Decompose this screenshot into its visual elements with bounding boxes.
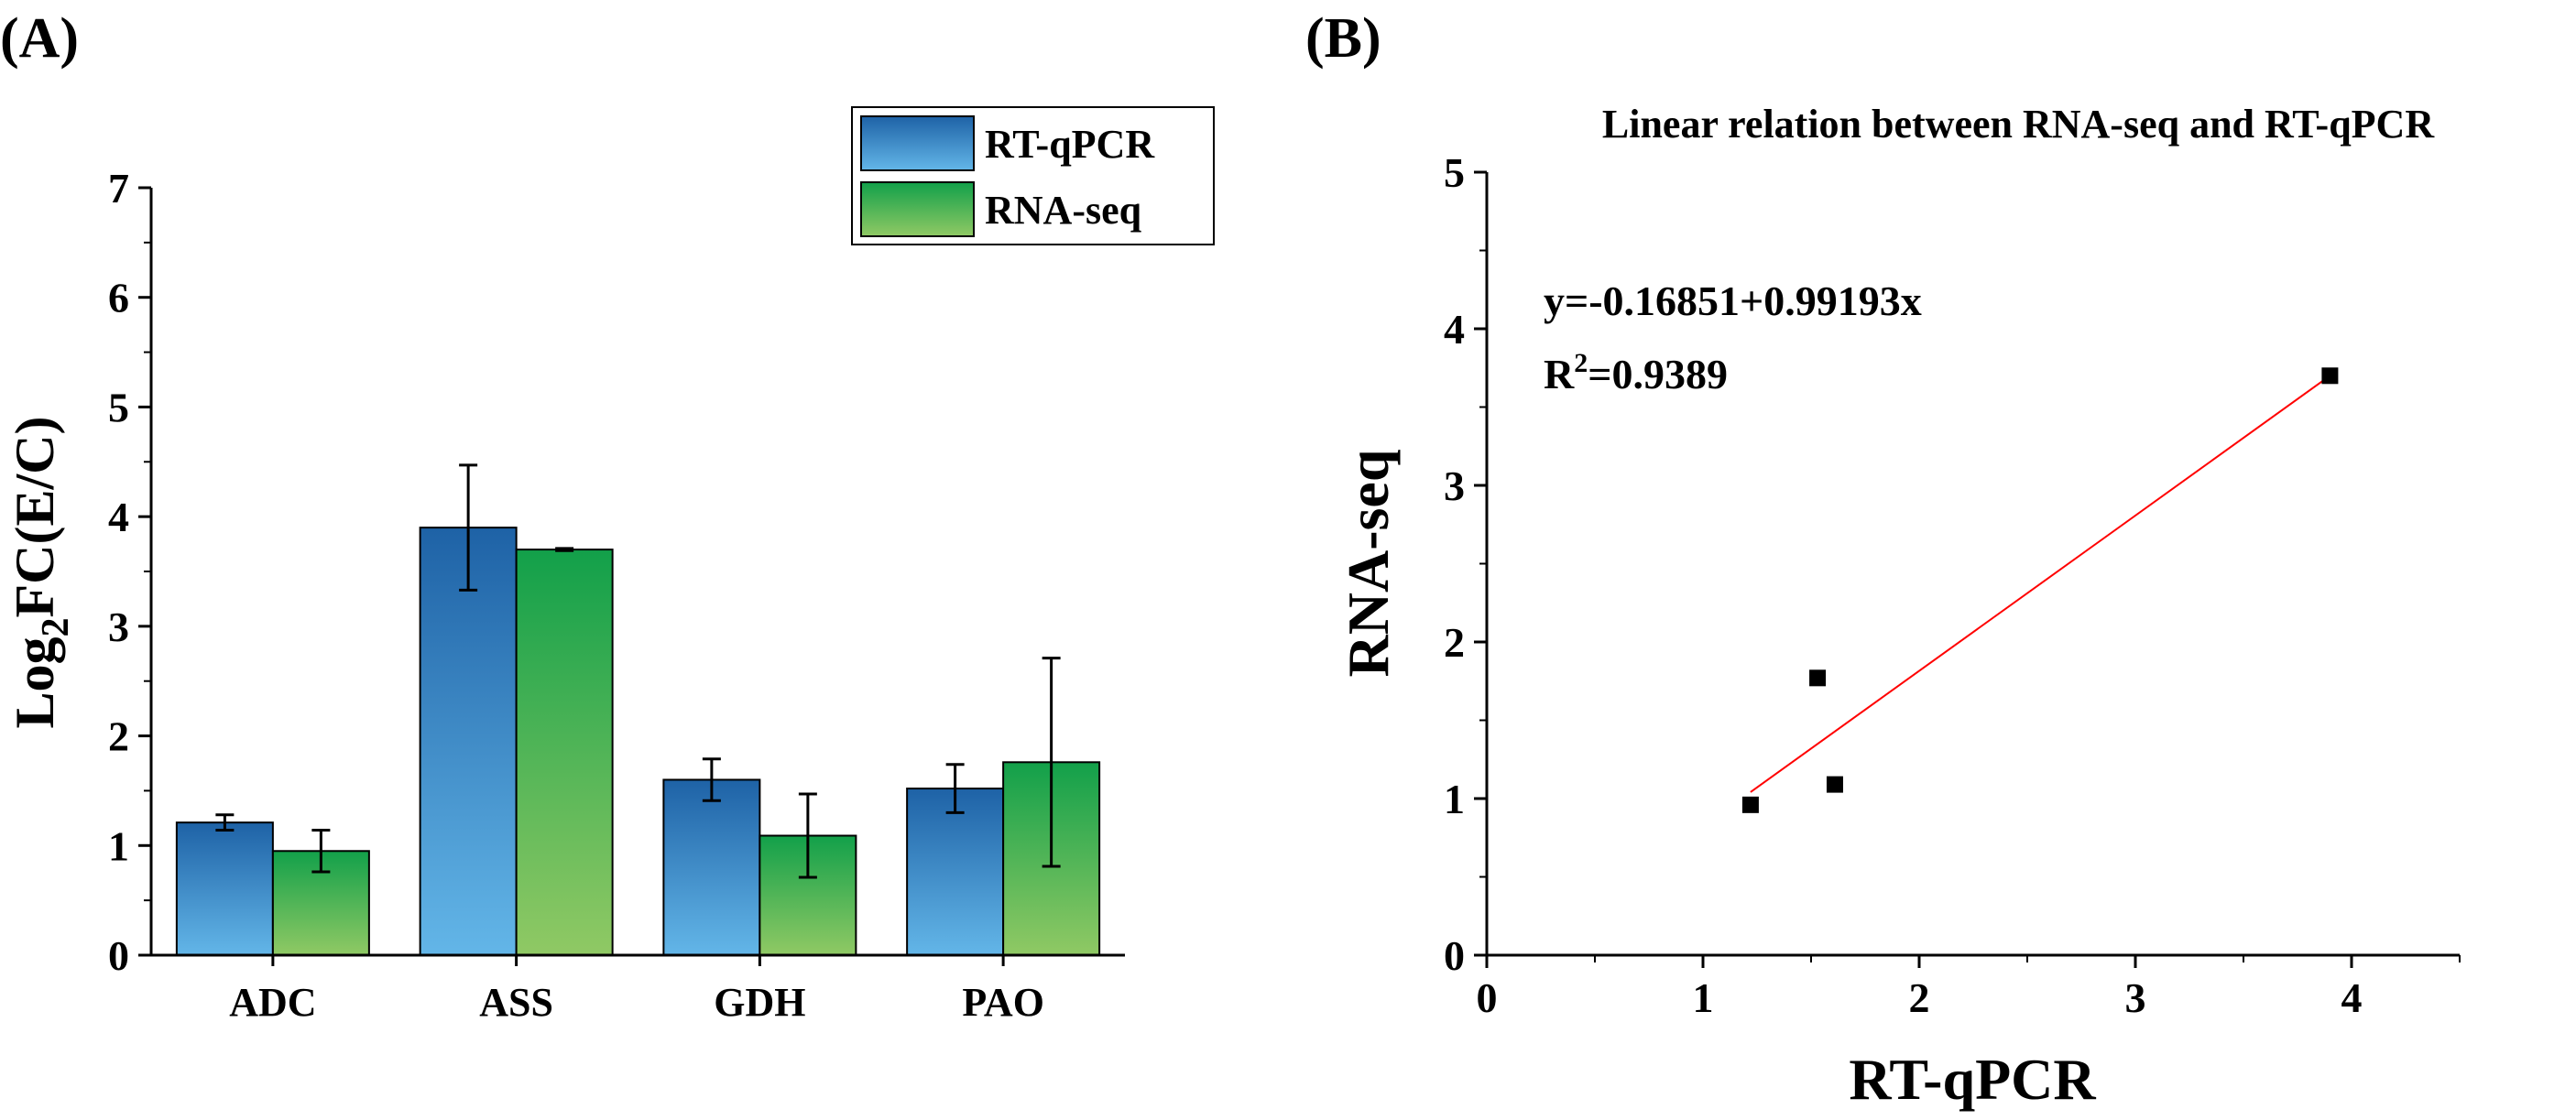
- a-x-tick-label: PAO: [962, 980, 1044, 1025]
- b-x-axis-title: RT-qPCR: [1849, 1047, 2096, 1112]
- b-x-tick-label: 2: [1909, 974, 1930, 1021]
- panel-b-label: (B): [1305, 7, 1381, 70]
- a-y-tick-label: 4: [108, 494, 129, 540]
- a-y-tick-label: 2: [108, 713, 129, 760]
- bar-chart-panel: 0 1 2 3 4 5 6 7 ADC ASS GDH PAO Log2FC(E/C) RT-qPC…: [5, 106, 1215, 1025]
- a-x-tick-label: ASS: [479, 980, 553, 1025]
- b-y-tick-label: 4: [1444, 306, 1465, 353]
- scatter-point: [1741, 796, 1759, 813]
- b-y-axis-title: RNA-seq: [1336, 450, 1401, 678]
- a-x-tick-label: ADC: [229, 980, 316, 1025]
- a-y-tick-label: 1: [108, 822, 129, 869]
- fit-line: [1750, 375, 2330, 793]
- b-x-tick-label: 3: [2125, 974, 2146, 1021]
- b-chart-title: Linear relation between RNA-seq and RT-q…: [1602, 102, 2435, 147]
- scatter-point: [1826, 776, 1843, 793]
- a-legend: RT-qPCR RNA-seq: [851, 106, 1215, 245]
- panel-a-label: (A): [0, 7, 79, 70]
- bar-rt-qpcr-adc: [175, 821, 274, 956]
- legend-swatch-rna-seq: [860, 181, 975, 237]
- b-y-tick-label: 0: [1444, 932, 1465, 979]
- scatter-chart-panel: Linear relation between RNA-seq and RT-q…: [1336, 102, 2461, 1112]
- a-y-tick-label: 6: [108, 275, 129, 321]
- b-y-tick-label: 1: [1444, 776, 1465, 822]
- b-y-tick-label: 2: [1444, 619, 1465, 666]
- a-y-tick-label: 0: [108, 932, 129, 979]
- r-squared: R2=0.9389: [1544, 348, 1728, 397]
- scatter-point: [1809, 669, 1827, 687]
- b-x-tick-label: 4: [2341, 974, 2363, 1021]
- bar-rt-qpcr-ass: [419, 527, 518, 956]
- a-y-tick-label: 3: [108, 603, 129, 650]
- fit-equation: y=-0.16851+0.99193x: [1544, 277, 1922, 324]
- a-y-tick-label: 7: [108, 165, 129, 212]
- bar-rna-seq-ass: [515, 549, 614, 956]
- legend-swatch-rt-qpcr: [860, 115, 975, 171]
- scatter-point: [2321, 367, 2339, 385]
- legend-label-rt-qpcr: RT-qPCR: [985, 122, 1155, 167]
- bar-rt-qpcr-gdh: [662, 778, 761, 957]
- a-y-tick-label: 5: [108, 384, 129, 430]
- a-x-tick-label: GDH: [714, 980, 805, 1025]
- b-x-tick-label: 1: [1693, 974, 1714, 1021]
- a-y-axis-title: Log2FC(E/C): [5, 417, 77, 729]
- b-y-tick-label: 5: [1444, 149, 1465, 196]
- legend-label-rna-seq: RNA-seq: [985, 188, 1142, 233]
- b-y-tick-label: 3: [1444, 462, 1465, 509]
- b-x-tick-label: 0: [1477, 974, 1498, 1021]
